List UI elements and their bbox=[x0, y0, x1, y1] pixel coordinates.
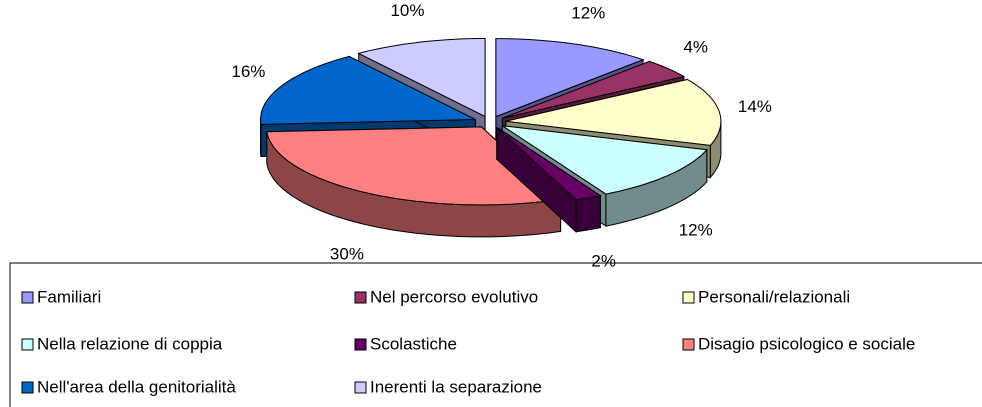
legend-label: Scolastiche bbox=[370, 334, 457, 353]
slice-top bbox=[502, 60, 686, 119]
slice-top bbox=[502, 125, 708, 195]
legend-label: Nel percorso evolutivo bbox=[370, 287, 538, 306]
legend-swatch bbox=[354, 381, 367, 394]
legend-swatch bbox=[354, 338, 367, 351]
legend-box bbox=[9, 262, 982, 407]
slice-top bbox=[495, 38, 645, 118]
slice-top bbox=[496, 126, 602, 201]
legend-swatch bbox=[21, 381, 34, 394]
legend-swatch bbox=[682, 338, 695, 351]
slice-side bbox=[575, 194, 601, 233]
data-label: 14% bbox=[738, 97, 772, 116]
slice-top bbox=[357, 38, 486, 118]
slice-top bbox=[259, 55, 476, 125]
slice bbox=[496, 126, 602, 233]
legend-label: Familiari bbox=[37, 287, 101, 306]
slice-side bbox=[709, 121, 722, 179]
data-label: 12% bbox=[571, 4, 605, 23]
legend-swatch bbox=[21, 338, 34, 351]
legend-swatch bbox=[354, 291, 367, 304]
legend-label: Nell'area della genitorialità bbox=[37, 377, 236, 396]
data-label: 16% bbox=[231, 62, 265, 81]
legend-label: Disagio psicologico e sociale bbox=[698, 334, 915, 353]
legend-swatch bbox=[21, 291, 34, 304]
legend-label: Personali/relazionali bbox=[698, 287, 850, 306]
legend-label: Nella relazione di coppia bbox=[37, 334, 223, 353]
legend-swatch bbox=[682, 291, 695, 304]
data-label: 2% bbox=[591, 252, 616, 271]
data-label: 12% bbox=[679, 221, 713, 240]
slice-top bbox=[266, 126, 562, 206]
data-label: 10% bbox=[390, 1, 424, 20]
legend-label: Inerenti la separazione bbox=[370, 377, 542, 396]
data-label: 4% bbox=[683, 38, 708, 57]
data-label: 30% bbox=[330, 245, 364, 264]
slice-top bbox=[505, 78, 722, 146]
